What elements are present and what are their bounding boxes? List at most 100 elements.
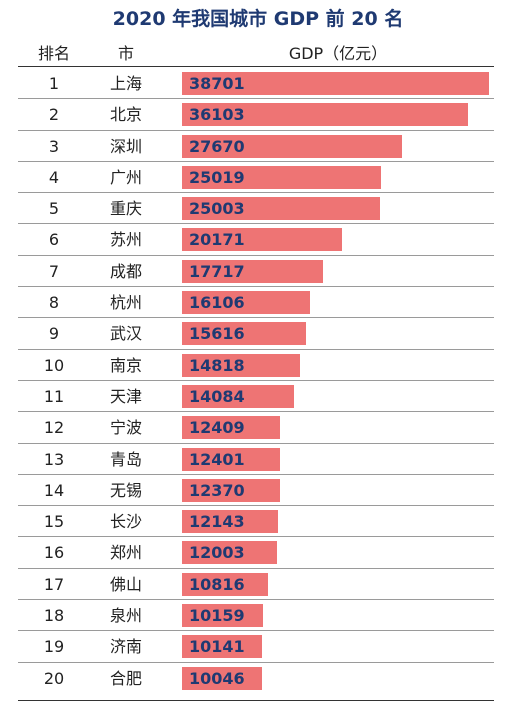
- gdp-bar: [182, 134, 402, 158]
- gdp-value-label: 25019: [189, 167, 245, 187]
- gdp-bar: [182, 259, 323, 283]
- row-divider: [18, 536, 494, 538]
- table-row: 16 郑州 12003: [0, 537, 516, 569]
- city-label: 宁波: [109, 418, 142, 438]
- gdp-value-label: 10141: [189, 637, 245, 657]
- row-divider: [18, 599, 494, 601]
- row-divider: [18, 348, 494, 350]
- city-label: 苏州: [109, 230, 142, 250]
- table-row: 4 广州 25019: [0, 162, 516, 194]
- rank-label: 19: [43, 637, 65, 657]
- gdp-bar: [182, 322, 306, 346]
- row-divider: [18, 630, 494, 632]
- city-label: 泉州: [109, 606, 142, 626]
- gdp-bar: [182, 416, 281, 440]
- city-label: 北京: [109, 105, 142, 125]
- gdp-value-label: 10816: [189, 574, 245, 594]
- table-row: 20 合肥 10046: [0, 663, 516, 694]
- chart-title: 2020 年我国城市 GDP 前 20 名: [112, 8, 404, 30]
- gdp-bar: [182, 228, 342, 252]
- row-divider: [18, 160, 494, 162]
- row-divider: [18, 129, 494, 131]
- row-divider: [18, 317, 494, 319]
- table-row: 17 佛山 10816: [0, 569, 516, 601]
- city-label: 合肥: [109, 668, 142, 688]
- gdp-value-label: 12401: [189, 449, 245, 469]
- rank-label: 8: [48, 293, 60, 313]
- city-column-header: 市: [117, 44, 134, 63]
- city-label: 广州: [109, 167, 142, 187]
- city-label: 深圳: [109, 136, 142, 156]
- gdp-value-label: 12370: [189, 480, 245, 500]
- rank-label: 2: [48, 105, 60, 125]
- rank-label: 5: [48, 199, 60, 219]
- table-row: 14 无锡 12370: [0, 475, 516, 507]
- rank-label: 12: [43, 418, 65, 438]
- gdp-value-label: 10046: [189, 668, 245, 688]
- row-divider: [18, 379, 494, 381]
- table-row: 6 苏州 20171: [0, 224, 516, 256]
- city-label: 郑州: [109, 543, 142, 563]
- gdp-bar: [182, 604, 263, 628]
- row-divider: [18, 286, 494, 288]
- gdp-value-label: 15616: [189, 324, 245, 344]
- table-row: 19 济南 10141: [0, 631, 516, 663]
- table-row: 1 上海 38701: [0, 68, 516, 100]
- gdp-value-label: 14818: [189, 355, 245, 375]
- table-row: 11 天津 14084: [0, 381, 516, 413]
- row-divider: [18, 567, 494, 569]
- city-label: 南京: [109, 355, 142, 375]
- rank-label: 16: [43, 543, 65, 563]
- gdp-value-label: 38701: [189, 74, 245, 93]
- gdp-bar: [182, 353, 300, 377]
- bar-rows: 1 上海 38701 2 北京 36103 3 深圳 27670 4 广州 25019 5 重庆 25003…: [0, 68, 516, 694]
- table-row: 7 成都 17717: [0, 256, 516, 288]
- table-row: 9 武汉 15616: [0, 318, 516, 350]
- table-row: 3 深圳 27670: [0, 131, 516, 162]
- gdp-value-label: 20171: [189, 230, 245, 250]
- gdp-bar: [182, 666, 262, 690]
- row-divider: [18, 192, 494, 194]
- gdp-bar: [182, 291, 310, 315]
- city-label: 佛山: [109, 574, 142, 594]
- gdp-bar: [182, 572, 268, 596]
- rank-label: 11: [43, 386, 65, 406]
- rank-label: 14: [43, 480, 65, 500]
- row-divider: [18, 254, 494, 256]
- rank-label: 18: [43, 606, 65, 626]
- rank-label: 13: [43, 449, 65, 469]
- rank-label: 6: [48, 230, 60, 250]
- gdp-value-label: 12409: [189, 418, 245, 438]
- table-row: 8 杭州 16106: [0, 287, 516, 319]
- gdp-bar: [182, 510, 279, 534]
- city-label: 重庆: [109, 199, 142, 219]
- row-divider: [18, 411, 494, 413]
- city-label: 济南: [109, 637, 142, 657]
- gdp-bar: [182, 541, 278, 565]
- bottom-rule: [18, 700, 494, 701]
- row-divider: [18, 223, 494, 225]
- rank-label: 20: [43, 668, 65, 688]
- city-label: 长沙: [109, 512, 142, 532]
- rank-label: 9: [48, 324, 60, 344]
- row-divider: [18, 505, 494, 507]
- gdp-bar: [182, 197, 381, 221]
- table-row: 18 泉州 10159: [0, 600, 516, 632]
- rank-label: 3: [48, 136, 60, 156]
- row-divider: [18, 98, 494, 100]
- table-row: 12 宁波 12409: [0, 412, 516, 444]
- rank-label: 7: [48, 261, 60, 281]
- gdp-value-label: 25003: [189, 199, 245, 219]
- row-divider: [18, 442, 494, 444]
- rank-label: 1: [48, 74, 60, 93]
- rank-label: 10: [43, 355, 65, 375]
- gdp-bar: [182, 103, 469, 127]
- table-row: 2 北京 36103: [0, 99, 516, 131]
- row-divider: [18, 473, 494, 475]
- city-label: 无锡: [109, 480, 142, 500]
- gdp-bar: [182, 72, 489, 95]
- gdp-bar: [182, 478, 281, 502]
- gdp-value-label: 36103: [189, 105, 245, 125]
- gdp-value-label: 12003: [189, 543, 245, 563]
- rank-label: 4: [48, 167, 60, 187]
